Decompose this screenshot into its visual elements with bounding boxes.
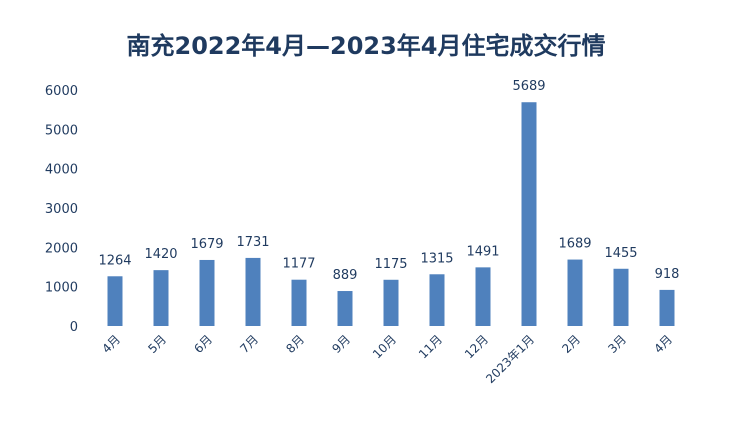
bar — [429, 274, 445, 326]
data-label: 1491 — [466, 244, 499, 259]
x-tick-label: 8月 — [283, 332, 307, 356]
bar — [567, 259, 583, 326]
bar — [153, 270, 169, 326]
data-label: 1731 — [236, 235, 269, 250]
bar — [337, 291, 353, 326]
bars — [107, 102, 675, 326]
chart-title: 南充2022年4月—2023年4月住宅成交行情 — [126, 32, 606, 60]
data-label: 1455 — [604, 246, 637, 261]
bar — [199, 259, 215, 326]
y-tick-label: 2000 — [45, 241, 78, 256]
data-label: 1689 — [558, 237, 591, 252]
data-label: 1679 — [190, 237, 223, 252]
y-tick-label: 6000 — [45, 84, 78, 99]
y-axis-labels: 0 1000 2000 3000 4000 5000 6000 — [45, 84, 78, 335]
x-tick-label: 2月 — [559, 332, 583, 356]
y-tick-label: 3000 — [45, 202, 78, 217]
y-tick-label: 1000 — [45, 281, 78, 296]
x-tick-label: 10月 — [370, 332, 399, 361]
y-tick-label: 0 — [70, 320, 78, 335]
data-label: 889 — [333, 268, 358, 283]
x-tick-label: 9月 — [329, 332, 353, 356]
x-tick-label: 11月 — [416, 332, 445, 361]
bar — [107, 276, 123, 326]
bar — [245, 257, 261, 326]
data-label: 1177 — [282, 257, 315, 272]
bar — [475, 267, 491, 326]
x-tick-label: 7月 — [237, 332, 261, 356]
bar — [383, 279, 399, 326]
data-label: 5689 — [512, 79, 545, 94]
bar — [291, 279, 307, 326]
bar — [521, 102, 537, 326]
x-tick-label: 4月 — [99, 332, 123, 356]
x-tick-label: 12月 — [462, 332, 491, 361]
x-tick-label: 3月 — [605, 332, 629, 356]
x-tick-label: 4月 — [651, 332, 675, 356]
data-label: 1315 — [420, 251, 453, 266]
y-tick-label: 4000 — [45, 163, 78, 178]
x-tick-label: 2023年1月 — [483, 332, 537, 386]
data-labels: 1264 1420 1679 1731 1177 889 1175 1315 1491 5689 1… — [98, 79, 679, 283]
bar — [659, 289, 675, 326]
x-tick-label: 5月 — [145, 332, 169, 356]
y-tick-label: 5000 — [45, 123, 78, 138]
data-label: 1420 — [144, 247, 177, 262]
x-tick-label: 6月 — [191, 332, 215, 356]
data-label: 1175 — [374, 257, 407, 272]
data-label: 1264 — [98, 253, 131, 268]
data-label: 918 — [655, 267, 680, 282]
bar — [613, 268, 629, 326]
